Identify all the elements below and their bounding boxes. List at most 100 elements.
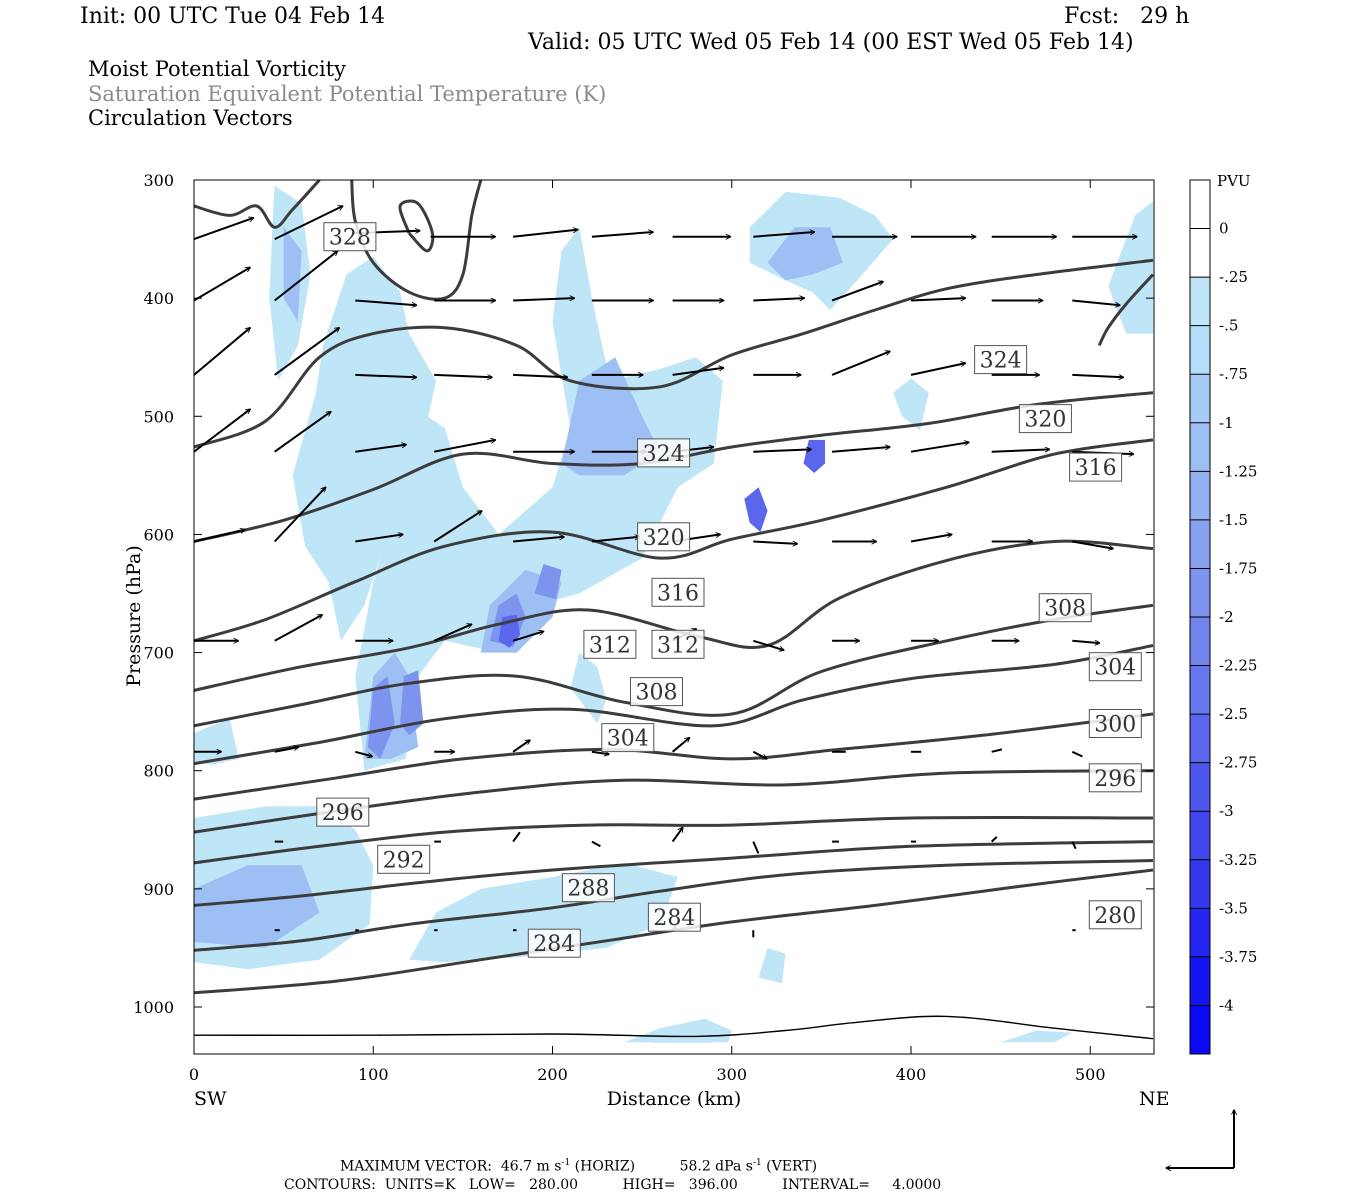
contour-label-text: 296 <box>322 801 364 826</box>
isentrope-10 <box>194 438 1154 643</box>
contour-label-text: 312 <box>589 633 631 658</box>
colorbar-swatch-10 <box>1190 665 1210 715</box>
pv-region-9 <box>570 652 607 724</box>
colorbar-level-label-5: -1.25 <box>1219 462 1257 480</box>
pv-region-25 <box>1000 1030 1073 1043</box>
y-axis-title: Pressure (hPa) <box>123 545 145 687</box>
colorbar-swatch-1 <box>1190 228 1210 278</box>
pv-region-24 <box>624 1018 732 1043</box>
contour-label-box <box>630 677 683 707</box>
contour-label-box <box>1088 652 1142 682</box>
circulation-vector-86 <box>591 840 601 848</box>
max-vector-note: MAXIMUM VECTOR: 46.7 m s-1 (HORIZ) 58.2 … <box>340 1158 818 1175</box>
circulation-vector-66 <box>753 639 784 650</box>
forecast-hour: Fcst: 29 h <box>1064 4 1190 29</box>
circulation-vector-72 <box>274 747 299 753</box>
colorbar-swatch-13 <box>1190 811 1210 861</box>
contour-label-text: 320 <box>643 526 685 551</box>
circulation-vector-13 <box>274 251 338 302</box>
circulation-vector-12 <box>194 266 250 302</box>
vector-layer <box>194 205 1137 938</box>
contour-label-text: 304 <box>607 727 649 752</box>
contour-label-16: 292 <box>377 844 431 874</box>
circulation-vector-1 <box>274 205 343 240</box>
colorbar-level-label-14: -3.5 <box>1219 899 1248 917</box>
contour-label-text: 304 <box>1094 656 1136 681</box>
contour-label-box <box>637 522 691 552</box>
pv-region-10 <box>283 227 302 322</box>
colorbar-swatch-17 <box>1190 1005 1210 1055</box>
contour-label-box <box>647 902 701 932</box>
pv-region-14 <box>194 865 320 948</box>
contour-label-1: 324 <box>974 345 1028 375</box>
circulation-vector-55 <box>753 540 797 544</box>
circulation-vector-32 <box>831 351 890 376</box>
circulation-vector-21 <box>910 298 966 302</box>
x-tick-label-2: 200 <box>537 1065 568 1084</box>
circulation-vector-38 <box>355 445 406 453</box>
circulation-vector-14 <box>355 299 416 306</box>
contour-label-3: 320 <box>1018 404 1072 434</box>
contour-label-text: 320 <box>1024 408 1066 433</box>
colorbar-swatch-15 <box>1190 908 1210 958</box>
contour-label-20: 280 <box>1088 900 1142 930</box>
x-axis-title: Distance (km) <box>607 1088 742 1110</box>
circulation-vector-49 <box>273 487 326 543</box>
colorbar-level-label-0: 0 <box>1219 220 1229 238</box>
contour-label-box <box>1088 709 1142 738</box>
contour-label-text: 312 <box>657 633 699 658</box>
isentrope-3 <box>194 840 1154 907</box>
y-tick-label-7: 1000 <box>133 998 174 1017</box>
y-tick-label-5: 800 <box>143 762 174 781</box>
circulation-vector-51 <box>433 509 482 543</box>
colorbar-level-label-8: -2 <box>1219 608 1234 626</box>
colorbar-swatch-2 <box>1190 277 1210 327</box>
isentrope-2 <box>194 859 1154 952</box>
contour-label-15: 296 <box>316 797 370 827</box>
circulation-vector-25 <box>274 328 340 376</box>
colorbar-swatch-11 <box>1190 714 1210 764</box>
contour-label-box <box>1069 452 1123 482</box>
pv-region-17 <box>400 670 424 736</box>
circulation-vector-43 <box>753 449 811 453</box>
circulation-vector-26 <box>355 373 416 377</box>
isentrope-16 <box>1097 273 1154 347</box>
circulation-vector-27 <box>434 373 492 377</box>
contour-label-box <box>583 629 637 659</box>
pv-region-8 <box>893 378 929 431</box>
contour-note: CONTOURS: UNITS=K LOW= 280.00 HIGH= 396.… <box>284 1177 942 1193</box>
colorbar-level-label-7: -1.75 <box>1219 559 1257 577</box>
circulation-vector-28 <box>513 373 568 377</box>
contour-label-text: 328 <box>329 226 371 251</box>
contour-label-4: 320 <box>637 522 691 552</box>
colorbar-level-label-11: -2.75 <box>1219 754 1257 772</box>
circulation-vector-59 <box>1072 540 1113 549</box>
pv-region-19 <box>534 564 562 600</box>
y-tick-label-2: 500 <box>143 407 174 426</box>
contour-label-box <box>601 723 655 753</box>
contour-label-text: 324 <box>980 349 1022 374</box>
circulation-vector-7 <box>753 232 814 238</box>
x-tick-label-4: 400 <box>896 1065 927 1084</box>
isentrope-8 <box>194 603 1154 728</box>
isentrope-15 <box>398 199 435 253</box>
contour-label-box <box>561 873 615 903</box>
colorbar-level-label-1: -.25 <box>1219 268 1248 286</box>
contour-label-text: 288 <box>567 877 609 902</box>
circulation-vector-75 <box>512 740 530 753</box>
field-title-pv: Moist Potential Vorticity <box>88 57 346 81</box>
pv-region-16 <box>367 676 395 759</box>
circulation-vector-30 <box>672 368 724 376</box>
pv-region-7 <box>1108 201 1153 334</box>
colorbar: PVU 0 -.25 -.5 -.75 -1 -1.25 -1.5 -1.75 -2 -2.25 -2… <box>1189 172 1257 1055</box>
contour-label-text: 296 <box>1094 767 1136 792</box>
isentrope-6 <box>194 712 1154 801</box>
circulation-vector-73 <box>355 750 372 757</box>
field-title-theta: Saturation Equivalent Potential Temperat… <box>88 82 607 106</box>
circulation-vector-70 <box>1072 639 1099 643</box>
contour-label-box <box>323 222 377 252</box>
contour-label-box <box>377 844 431 874</box>
contour-label-text: 292 <box>383 848 425 873</box>
